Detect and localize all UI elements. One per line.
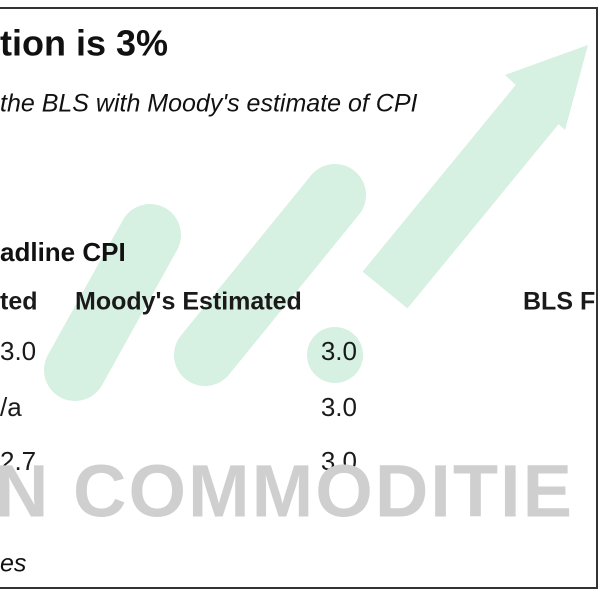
subtitle: the BLS with Moody's estimate of CPI: [0, 90, 418, 118]
watermark-dot: [307, 327, 363, 383]
watermark-text: N COMMODITIE: [0, 450, 574, 533]
cell: /a: [0, 392, 22, 422]
cell: 3.0: [0, 336, 36, 366]
column-header: BLS F: [523, 288, 595, 316]
watermark-graphic: [44, 45, 588, 401]
footer: es: [0, 550, 26, 578]
watermark-bar: [174, 164, 366, 386]
watermark-arrow-shaft: [362, 76, 568, 309]
title: tion is 3%: [0, 23, 168, 64]
cell: 3.0: [321, 392, 357, 422]
column-header: ted: [0, 288, 38, 316]
cell: 3.0: [321, 446, 357, 476]
watermark-bar: [44, 204, 181, 401]
column-header: Moody's Estimated: [75, 288, 302, 316]
watermark-arrow-head: [505, 45, 588, 130]
section-label: adline CPI: [0, 237, 126, 267]
cell: 3.0: [321, 336, 357, 366]
frame: [0, 7, 598, 589]
cell: 2.7: [0, 446, 36, 476]
